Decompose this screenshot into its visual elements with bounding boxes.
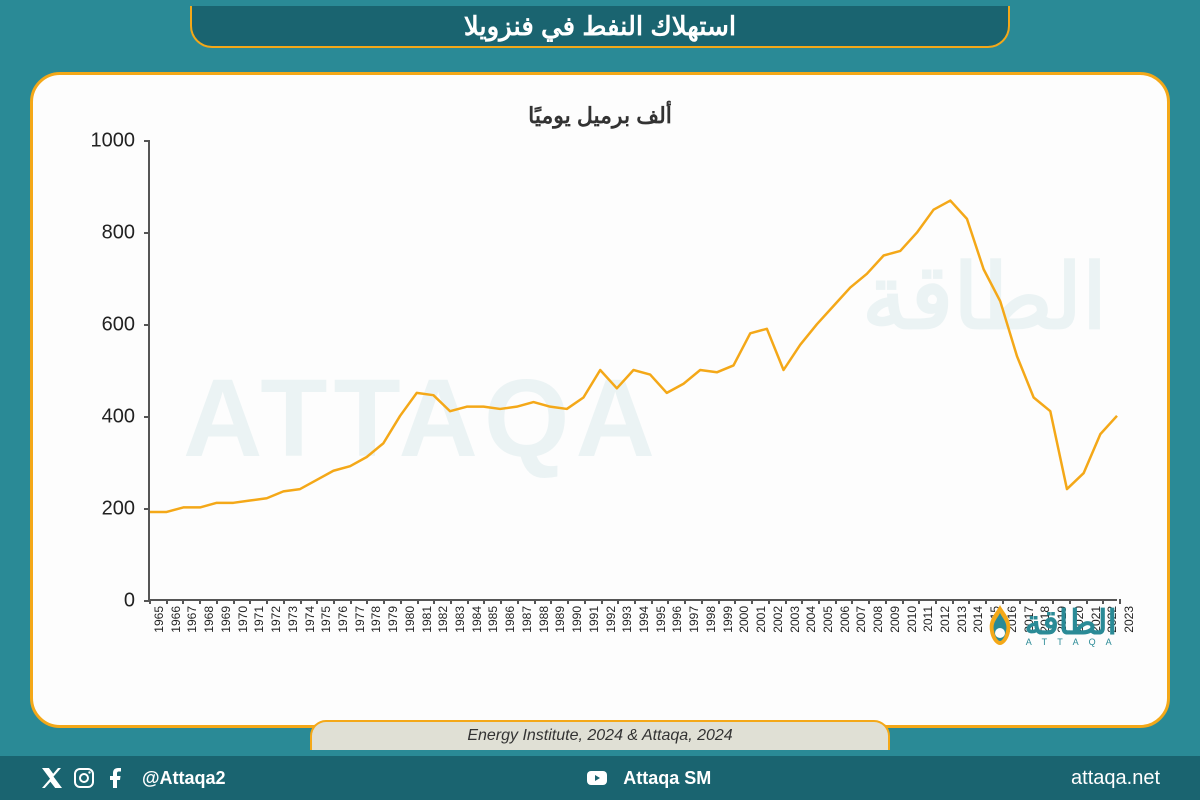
- chart-subtitle: ألف برميل يوميًا: [73, 103, 1127, 129]
- x-icon: [40, 766, 64, 790]
- x-tick-label: 2023: [1122, 606, 1136, 633]
- brand-logo: الطاقة A T T A Q A: [982, 603, 1117, 647]
- x-tick-label: 2011: [921, 606, 935, 632]
- x-tick-label: 1994: [637, 606, 651, 633]
- x-tick-label: 1965: [152, 606, 166, 633]
- x-tick-label: 1998: [704, 606, 718, 633]
- x-tick-label: 2010: [905, 606, 919, 633]
- social-handle: @Attaqa2: [142, 768, 226, 789]
- footer-bar: @Attaqa2 Attaqa SM attaqa.net: [0, 756, 1200, 800]
- x-tick-label: 1991: [587, 606, 601, 633]
- x-tick-label: 2012: [938, 606, 952, 633]
- x-tick-label: 1979: [386, 606, 400, 633]
- x-axis: 1965196619671968196919701971197219731974…: [148, 606, 1117, 656]
- y-tick-label: 0: [124, 590, 135, 613]
- x-tick-label: 2003: [788, 606, 802, 633]
- x-tick-label: 1980: [403, 606, 417, 633]
- social-left: @Attaqa2: [40, 766, 226, 790]
- y-tick-label: 600: [102, 314, 135, 337]
- line-series: [150, 141, 1117, 599]
- x-tick-label: 1992: [604, 606, 618, 633]
- source-text: Energy Institute, 2024 & Attaqa, 2024: [467, 727, 732, 745]
- x-tick-label: 1968: [202, 606, 216, 633]
- page-title: استهلاك النفط في فنزويلا: [464, 11, 736, 42]
- youtube-icon: [585, 766, 609, 790]
- x-tick-label: 1978: [369, 606, 383, 633]
- x-tick-label: 1990: [570, 606, 584, 633]
- x-tick-label: 2007: [854, 606, 868, 633]
- x-tick-label: 2005: [821, 606, 835, 633]
- website-url: attaqa.net: [1071, 767, 1160, 790]
- source-citation: Energy Institute, 2024 & Attaqa, 2024: [310, 720, 890, 750]
- facebook-icon: [104, 766, 128, 790]
- chart-panel: ATTAQA الطاقة ألف برميل يوميًا 020040060…: [30, 72, 1170, 728]
- x-tick-label: 1988: [537, 606, 551, 633]
- y-axis: 02004006008001000: [73, 141, 143, 601]
- x-tick-label: 1982: [436, 606, 450, 633]
- y-tick-label: 800: [102, 222, 135, 245]
- x-tick-label: 1996: [670, 606, 684, 633]
- x-tick-label: 2002: [771, 606, 785, 633]
- x-tick-label: 1984: [470, 606, 484, 633]
- plot-region: [148, 141, 1117, 601]
- logo-text-english: A T T A Q A: [1024, 637, 1117, 647]
- x-tick-label: 1986: [503, 606, 517, 633]
- x-tick-label: 2001: [754, 606, 768, 633]
- instagram-icon: [72, 766, 96, 790]
- x-tick-label: 1997: [687, 606, 701, 633]
- x-tick-label: 1977: [353, 606, 367, 633]
- x-tick-label: 1966: [169, 606, 183, 633]
- x-tick-label: 1967: [185, 606, 199, 633]
- x-tick-label: 1987: [520, 606, 534, 633]
- y-tick-label: 200: [102, 498, 135, 521]
- x-tick-label: 2009: [888, 606, 902, 633]
- x-tick-label: 1995: [654, 606, 668, 633]
- chart-area: 02004006008001000 1965196619671968196919…: [73, 141, 1127, 651]
- x-tick-label: 1989: [553, 606, 567, 633]
- x-tick-label: 1971: [252, 606, 266, 633]
- x-tick-label: 1969: [219, 606, 233, 633]
- x-tick-label: 2008: [871, 606, 885, 633]
- x-tick-label: 1976: [336, 606, 350, 633]
- youtube-handle: Attaqa SM: [623, 768, 711, 789]
- y-tick-label: 400: [102, 406, 135, 429]
- x-tick-label: 1983: [453, 606, 467, 633]
- x-tick-label: 2004: [804, 606, 818, 633]
- x-tick-label: 1973: [286, 606, 300, 633]
- y-tick-label: 1000: [91, 130, 136, 153]
- x-tick-label: 1972: [269, 606, 283, 633]
- x-tick-label: 2013: [955, 606, 969, 633]
- x-tick-label: 1985: [486, 606, 500, 633]
- x-tick-label: 1981: [420, 606, 434, 633]
- x-tick-label: 1975: [319, 606, 333, 633]
- flame-icon: [982, 603, 1018, 647]
- x-tick-label: 2000: [737, 606, 751, 633]
- x-tick-label: 1974: [303, 606, 317, 633]
- x-tick-label: 1993: [620, 606, 634, 633]
- x-tick-label: 1999: [721, 606, 735, 633]
- title-bar: استهلاك النفط في فنزويلا: [190, 6, 1010, 48]
- x-tick-label: 1970: [236, 606, 250, 633]
- social-center: Attaqa SM: [585, 766, 711, 790]
- x-tick-label: 2006: [838, 606, 852, 633]
